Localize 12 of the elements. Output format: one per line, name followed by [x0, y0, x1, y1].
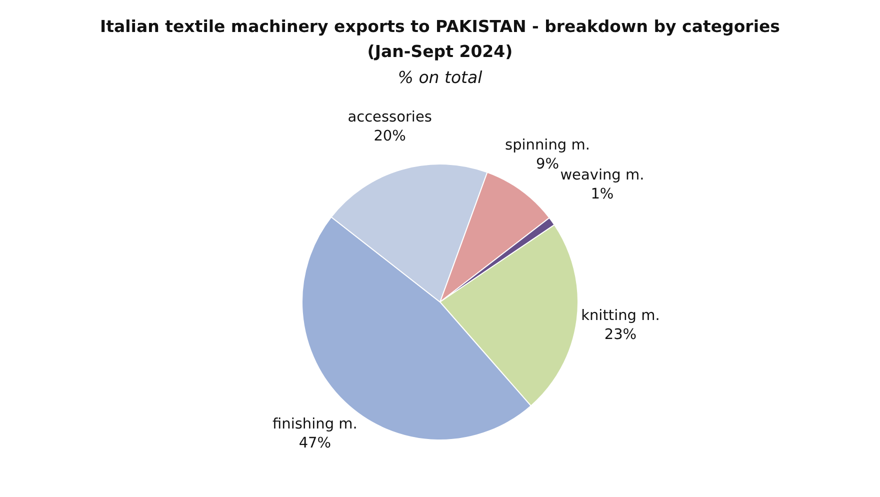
data-label: 47%: [298, 436, 332, 452]
data-label: 20%: [374, 128, 406, 145]
slice-label: knitting m.: [581, 308, 660, 324]
slice-label: accessories: [348, 110, 432, 126]
chart-title: Italian textile machinery exports to PAKISTAN - breakdown by categories (Jan-Sept 2024): [98, 16, 781, 63]
slice-label: spinning m.: [505, 138, 590, 154]
data-label: 23%: [604, 326, 637, 343]
chart-subtitle: % on total: [396, 67, 484, 89]
slice-label: weaving m.: [560, 168, 644, 184]
data-label: 1%: [590, 186, 614, 203]
slice-label: finishing m.: [272, 416, 358, 433]
data-label: 9%: [536, 156, 559, 173]
